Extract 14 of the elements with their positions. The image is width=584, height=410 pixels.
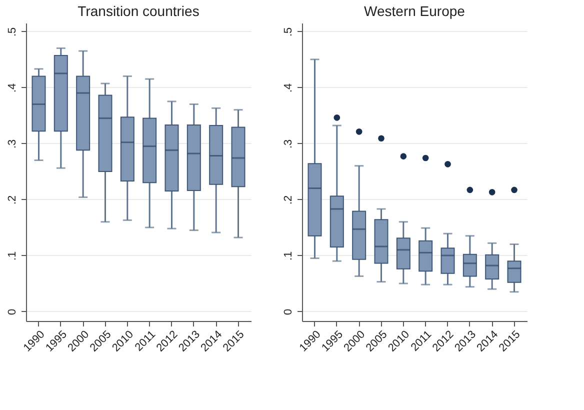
y-tick-label: .4 (282, 83, 294, 93)
chart-title: Transition countries (78, 3, 200, 19)
y-tick-label: .1 (6, 251, 18, 261)
y-tick-label: .5 (6, 27, 18, 36)
y-tick-label: .2 (6, 195, 18, 205)
y-tick-label: .4 (6, 83, 18, 93)
y-tick-label: .5 (282, 27, 294, 36)
y-tick-label: .2 (282, 195, 294, 205)
y-tick-label: .3 (282, 139, 294, 149)
y-tick-label: 0 (6, 308, 18, 316)
y-tick-label: .3 (6, 139, 18, 149)
y-tick-label: 0 (282, 308, 294, 316)
chart-title: Western Europe (364, 3, 466, 19)
y-tick-label: .1 (282, 251, 294, 261)
